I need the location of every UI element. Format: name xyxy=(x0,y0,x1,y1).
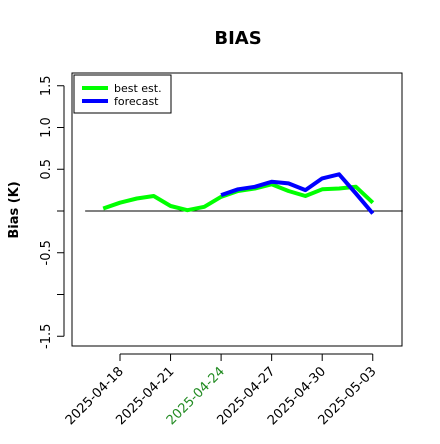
plot-layer xyxy=(85,172,403,215)
axis-layer: -1.5-0.50.51.01.52025-04-182025-04-21202… xyxy=(39,75,380,428)
series-line-1 xyxy=(220,172,375,215)
y-tick-label: 0.5 xyxy=(39,159,54,180)
y-tick-label: -0.5 xyxy=(39,240,54,265)
y-axis-label: Bias (K) xyxy=(7,181,22,238)
chart-title: BIAS xyxy=(214,28,261,49)
legend: best est.forecast xyxy=(73,74,172,114)
y-tick-label: 1.0 xyxy=(39,117,54,138)
legend-label: best est. xyxy=(114,82,162,95)
legend-box xyxy=(73,74,172,114)
y-tick-label: 1.5 xyxy=(39,75,54,96)
plot-frame xyxy=(71,72,403,347)
y-tick-label: -1.5 xyxy=(39,324,54,349)
legend-label: forecast xyxy=(114,95,159,108)
